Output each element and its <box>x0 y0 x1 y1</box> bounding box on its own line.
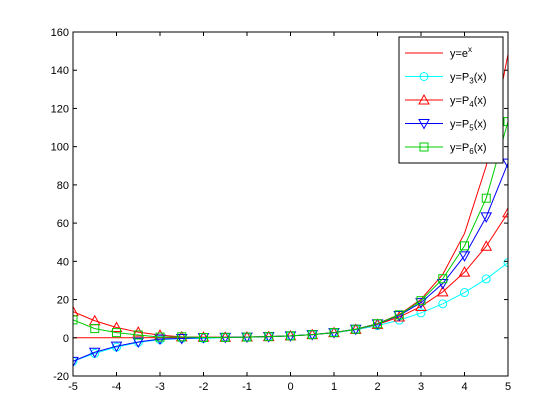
data-point <box>438 274 448 284</box>
data-point <box>329 328 339 338</box>
axes-layer: -5 -4 -3 -2 -1 0 1 2 3 4 5 -20 0 20 40 60 80 100 120 140 160 <box>51 27 511 393</box>
data-point <box>112 328 121 338</box>
y-tick-label: 60 <box>57 218 69 230</box>
x-tick-label: 4 <box>461 381 467 393</box>
legend-item-1: y=ex <box>405 45 472 60</box>
legend-label: y=P4(x) <box>450 95 487 109</box>
data-point <box>110 321 123 332</box>
data-point <box>199 332 208 342</box>
x-tick-label: 2 <box>374 381 380 393</box>
y-tick-label: 0 <box>63 333 69 345</box>
x-tick-label: -2 <box>199 381 209 393</box>
x-tick-label: -3 <box>155 381 165 393</box>
y-tick-label: 20 <box>57 295 69 307</box>
y-tick-label: 160 <box>51 27 69 39</box>
legend-item-2: y=P3(x) <box>405 72 487 86</box>
data-point <box>132 326 145 337</box>
y-tick-label: -20 <box>53 371 69 383</box>
x-tick-label: 1 <box>331 381 337 393</box>
data-point <box>307 330 317 340</box>
legend-item-5: y=P6(x) <box>405 142 487 156</box>
legend-item-3: y=P4(x) <box>405 93 487 109</box>
data-point <box>73 356 78 366</box>
data-point <box>503 117 508 127</box>
data-point <box>90 324 100 334</box>
data-point <box>394 310 404 320</box>
x-tick-label: 5 <box>505 381 511 393</box>
data-point <box>351 324 361 334</box>
data-point <box>481 193 491 203</box>
data-point <box>458 251 471 262</box>
data-point <box>242 332 252 342</box>
data-point <box>436 279 449 290</box>
data-point <box>133 330 143 340</box>
legend-swatch-marker <box>418 93 430 105</box>
legend-item-4: y=P5(x) <box>405 119 487 133</box>
y-tick-label: 80 <box>57 180 69 192</box>
legend: y=ex y=P3(x) y=P4(x) y=P5(x) y=P6(x) <box>398 36 504 164</box>
x-tick-label: -4 <box>112 381 122 393</box>
data-point <box>460 288 469 298</box>
series-5 <box>73 117 508 342</box>
data-point <box>73 356 79 368</box>
data-point <box>436 285 449 297</box>
data-point <box>416 308 426 318</box>
data-point <box>154 334 166 346</box>
x-tick-label: -1 <box>242 381 252 393</box>
data-point <box>73 315 78 325</box>
legend-swatch-marker <box>419 72 429 81</box>
legend-label: y=ex <box>450 45 472 60</box>
data-point <box>88 347 101 359</box>
x-tick-label: 0 <box>287 381 293 393</box>
series-layer <box>73 54 508 368</box>
x-tick-label: 3 <box>418 381 424 393</box>
data-point <box>438 299 448 309</box>
data-point <box>373 319 382 329</box>
data-point <box>480 212 493 223</box>
data-point <box>155 332 165 342</box>
data-point <box>415 300 427 311</box>
data-point <box>481 274 491 284</box>
data-point <box>220 332 230 342</box>
data-point <box>177 332 187 342</box>
series-line <box>73 121 508 338</box>
x-tick-label: -5 <box>68 381 78 393</box>
data-point <box>502 158 508 170</box>
data-point <box>132 337 145 349</box>
data-point <box>415 298 427 309</box>
data-point <box>73 305 79 317</box>
data-point <box>502 206 508 218</box>
legend-swatch-marker <box>419 142 429 152</box>
data-point <box>110 341 123 353</box>
y-tick-label: 140 <box>51 65 69 77</box>
legend-label: y=P6(x) <box>450 142 487 156</box>
y-tick-label: 40 <box>57 256 69 268</box>
data-point <box>286 331 295 341</box>
data-point <box>480 240 493 251</box>
legend-label: y=P3(x) <box>450 72 487 86</box>
data-point <box>503 258 508 268</box>
data-point <box>458 266 471 277</box>
data-point <box>416 296 426 306</box>
legend-label: y=P5(x) <box>450 119 487 133</box>
data-point <box>264 332 274 342</box>
data-point <box>460 241 469 251</box>
y-tick-label: 100 <box>51 142 69 154</box>
y-tick-label: 120 <box>51 103 69 115</box>
data-point <box>175 333 188 345</box>
legend-swatch-marker <box>418 119 430 130</box>
